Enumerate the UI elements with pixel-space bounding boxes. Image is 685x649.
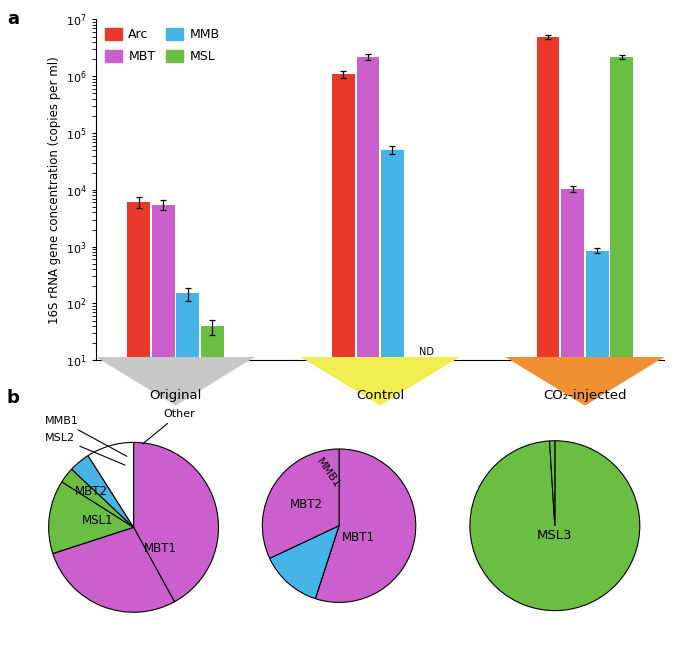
Bar [201,326,224,649]
Wedge shape [270,526,339,598]
Bar [152,204,175,649]
Wedge shape [262,449,339,558]
Text: ND: ND [419,347,434,357]
Polygon shape [96,357,255,406]
Wedge shape [53,527,175,612]
Wedge shape [49,482,134,554]
Wedge shape [88,443,134,527]
Wedge shape [72,456,134,527]
Text: MMB1: MMB1 [45,416,127,456]
Y-axis label: 16S rRNA gene concentration (copies per ml): 16S rRNA gene concentration (copies per … [47,56,60,324]
Text: MSL3: MSL3 [537,530,573,543]
Polygon shape [301,357,460,406]
Text: CO₂-injected: CO₂-injected [543,389,627,402]
Wedge shape [134,443,219,602]
Bar [610,57,633,649]
Text: MBT2: MBT2 [75,485,108,498]
Wedge shape [470,441,640,611]
Bar [332,74,355,649]
Wedge shape [315,449,416,602]
Text: b: b [7,389,20,408]
Bar [127,202,150,649]
Text: a: a [7,10,19,28]
Text: MBT2: MBT2 [290,498,323,511]
Text: Control: Control [356,389,404,402]
Text: Original: Original [149,389,201,402]
Text: Other: Other [142,409,195,444]
Text: MSL1: MSL1 [82,514,114,527]
Bar [536,36,559,649]
Bar [381,150,404,649]
Text: MBT1: MBT1 [145,542,177,555]
Bar [356,57,379,649]
Text: MSL2: MSL2 [45,433,125,465]
Wedge shape [549,441,555,526]
Bar [177,293,199,649]
Legend: Arc, MBT, MMB, MSL: Arc, MBT, MMB, MSL [102,26,222,66]
Text: MBT1: MBT1 [342,531,375,544]
Bar [561,189,584,649]
Wedge shape [62,469,134,527]
Polygon shape [506,357,664,406]
Bar [586,251,608,649]
Text: MMB1: MMB1 [314,457,341,490]
